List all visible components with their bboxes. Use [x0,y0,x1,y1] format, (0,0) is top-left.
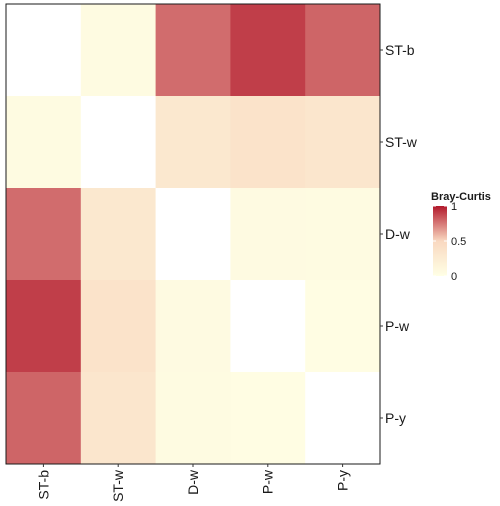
heatmap-cell [80,4,157,97]
heatmap-cell [230,372,306,465]
heatmap-cell [6,280,82,373]
x-tick-label: P-w [260,469,276,494]
heatmap-cell [230,188,306,281]
heatmap-cell [80,96,157,189]
heatmap-cell [305,280,381,373]
legend-colorbar [433,206,447,276]
heatmap-cell [230,280,306,373]
heatmap-cell [305,188,381,281]
heatmap-cell [155,372,231,465]
heatmap-cell [305,372,381,465]
legend-tick-label: 0.5 [451,236,466,248]
heatmap-cell [6,4,82,97]
y-tick-label: P-y [385,410,406,426]
heatmap-cell [155,280,231,373]
x-axis: ST-b ST-w D-w P-w P-y [35,464,351,502]
legend-tick-label: 1 [451,201,457,213]
x-tick-label: P-y [335,470,351,491]
heatmap-cell [6,188,82,281]
legend: Bray-Curtis 10.50 [431,191,491,283]
heatmap-cell [230,4,306,97]
heatmap-cell [80,280,157,373]
heatmap-cell [155,188,231,281]
y-tick-label: P-w [385,318,410,334]
heatmap-cell [80,188,157,281]
y-tick-label: D-w [385,226,411,242]
heatmap-cell [305,96,381,189]
y-tick-label: ST-b [385,42,415,58]
x-tick-label: ST-w [110,469,126,502]
heatmap-cells [6,4,381,465]
heatmap-cell [6,96,82,189]
heatmap-cell [155,4,231,97]
x-tick-label: ST-b [35,470,51,500]
legend-title: Bray-Curtis [431,191,491,203]
heatmap-cell [230,96,306,189]
heatmap-cell [155,96,231,189]
x-tick-label: D-w [185,469,201,495]
y-tick-label: ST-w [385,134,418,150]
heatmap-cell [6,372,82,465]
legend-tick-label: 0 [451,271,457,283]
heatmap-cell [80,372,157,465]
y-axis: ST-b ST-w D-w P-w P-y [380,42,418,426]
legend-ticks: 10.50 [433,201,466,283]
heatmap-cell [305,4,381,97]
